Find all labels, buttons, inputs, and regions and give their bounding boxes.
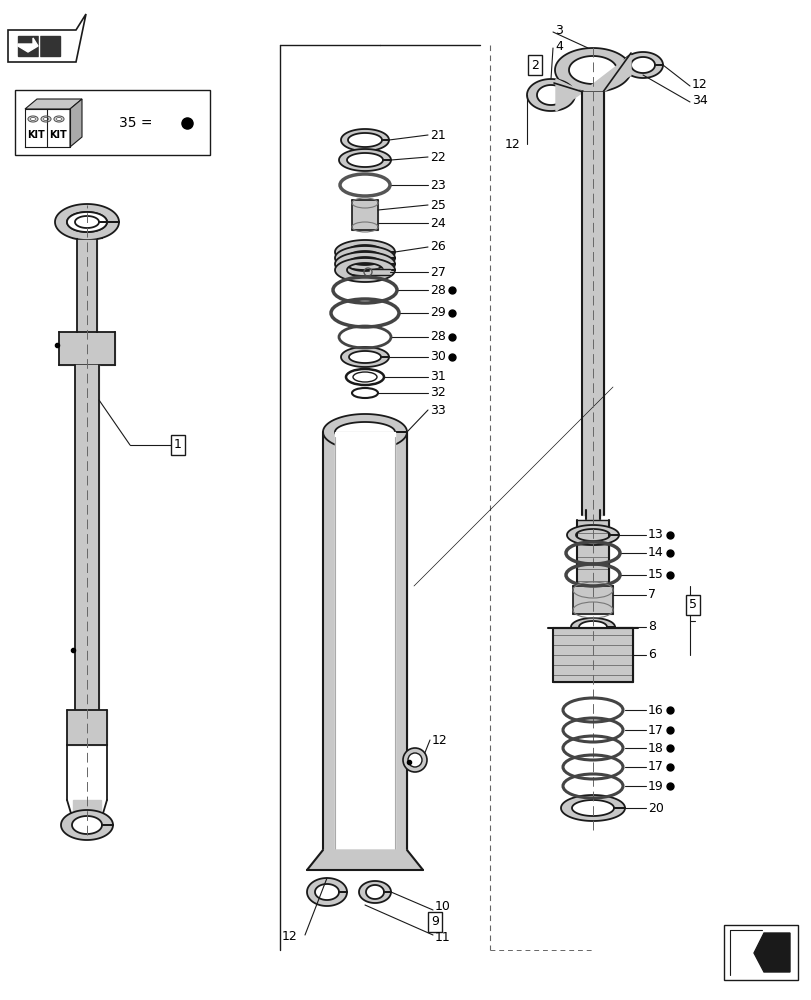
Polygon shape xyxy=(335,240,394,264)
Polygon shape xyxy=(70,99,82,147)
Text: 15: 15 xyxy=(647,568,663,582)
Polygon shape xyxy=(335,252,394,276)
Polygon shape xyxy=(341,129,388,151)
Text: 7: 7 xyxy=(647,588,655,601)
Polygon shape xyxy=(753,933,789,972)
Polygon shape xyxy=(335,432,394,850)
Polygon shape xyxy=(323,432,406,850)
Bar xyxy=(723,925,797,980)
Text: 16: 16 xyxy=(647,704,663,716)
Polygon shape xyxy=(729,930,791,975)
Polygon shape xyxy=(586,510,599,520)
Text: 2: 2 xyxy=(530,59,539,72)
Polygon shape xyxy=(59,332,115,365)
Polygon shape xyxy=(552,628,633,682)
Text: KIT: KIT xyxy=(27,130,45,140)
Polygon shape xyxy=(307,878,346,906)
Polygon shape xyxy=(526,79,574,111)
Text: 11: 11 xyxy=(435,931,450,944)
Text: 8: 8 xyxy=(647,620,655,634)
Text: 12: 12 xyxy=(691,78,707,91)
Text: 4: 4 xyxy=(554,40,562,53)
Polygon shape xyxy=(556,79,582,111)
Text: 29: 29 xyxy=(430,306,445,320)
Text: 12: 12 xyxy=(431,733,447,746)
Text: 6: 6 xyxy=(647,648,655,662)
Text: 32: 32 xyxy=(430,386,445,399)
Polygon shape xyxy=(307,850,423,870)
Text: 23: 23 xyxy=(430,179,445,192)
Text: 33: 33 xyxy=(430,403,445,416)
Text: 26: 26 xyxy=(430,240,445,253)
Polygon shape xyxy=(61,810,113,840)
Polygon shape xyxy=(341,347,388,367)
Polygon shape xyxy=(25,99,82,109)
Text: 14: 14 xyxy=(647,546,663,560)
Text: KIT: KIT xyxy=(49,130,67,140)
Polygon shape xyxy=(555,48,630,92)
Text: 17: 17 xyxy=(647,760,663,774)
Text: 28: 28 xyxy=(430,284,445,296)
Polygon shape xyxy=(25,109,70,147)
Text: 31: 31 xyxy=(430,370,445,383)
Text: 12: 12 xyxy=(281,930,298,943)
Text: 20: 20 xyxy=(647,801,663,814)
Polygon shape xyxy=(18,38,38,52)
Polygon shape xyxy=(573,586,612,614)
Polygon shape xyxy=(622,52,663,78)
Text: 10: 10 xyxy=(435,900,450,913)
Polygon shape xyxy=(560,795,624,821)
Polygon shape xyxy=(566,525,618,545)
Text: 18: 18 xyxy=(647,741,663,754)
Polygon shape xyxy=(55,204,119,240)
Bar xyxy=(15,90,210,155)
Text: 9: 9 xyxy=(431,915,439,928)
Polygon shape xyxy=(582,55,630,92)
Text: 21: 21 xyxy=(430,129,445,142)
Text: 22: 22 xyxy=(430,151,445,164)
Polygon shape xyxy=(370,269,389,275)
Polygon shape xyxy=(351,200,378,230)
Text: 27: 27 xyxy=(430,265,445,278)
Polygon shape xyxy=(67,710,107,745)
Polygon shape xyxy=(18,36,38,56)
Polygon shape xyxy=(75,365,99,710)
Polygon shape xyxy=(570,618,614,636)
Text: 35 =: 35 = xyxy=(119,116,152,130)
Polygon shape xyxy=(335,246,394,270)
Polygon shape xyxy=(577,520,608,605)
Text: 19: 19 xyxy=(647,780,663,792)
Polygon shape xyxy=(338,149,391,171)
Text: 34: 34 xyxy=(691,94,707,107)
Ellipse shape xyxy=(402,748,427,772)
Text: 1: 1 xyxy=(174,438,182,452)
Polygon shape xyxy=(323,414,406,450)
Text: 25: 25 xyxy=(430,199,445,212)
Polygon shape xyxy=(335,258,394,282)
Text: 30: 30 xyxy=(430,351,445,363)
Polygon shape xyxy=(67,212,107,232)
Polygon shape xyxy=(77,240,97,332)
Ellipse shape xyxy=(407,753,422,767)
Polygon shape xyxy=(581,92,603,515)
Polygon shape xyxy=(40,36,60,56)
Text: 13: 13 xyxy=(647,528,663,542)
Text: 3: 3 xyxy=(554,24,562,37)
Text: 17: 17 xyxy=(647,723,663,736)
Polygon shape xyxy=(358,881,391,903)
Text: 24: 24 xyxy=(430,217,445,230)
Text: 12: 12 xyxy=(504,138,520,151)
Polygon shape xyxy=(73,800,101,810)
Text: 5: 5 xyxy=(689,598,696,611)
Text: 28: 28 xyxy=(430,330,445,344)
